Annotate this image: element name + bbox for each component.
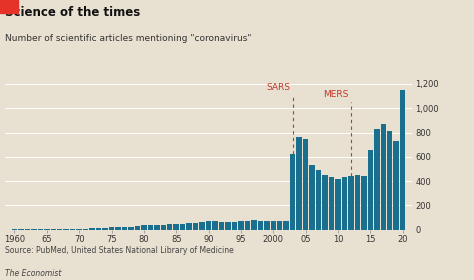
Bar (135, 226, 140, 230)
Bar (225, 222, 231, 230)
Text: Science of the times: Science of the times (5, 6, 140, 18)
Bar (83, 229, 88, 230)
Bar (251, 220, 256, 230)
Bar (76, 229, 82, 230)
Bar (296, 137, 302, 230)
Bar (245, 221, 250, 230)
Text: MERS: MERS (324, 90, 349, 99)
Text: SARS: SARS (267, 83, 291, 92)
Bar (193, 223, 199, 230)
Bar (96, 228, 101, 230)
Bar (348, 176, 354, 230)
Bar (393, 141, 399, 230)
Bar (161, 225, 166, 230)
Bar (283, 221, 289, 230)
Bar (290, 154, 295, 230)
Bar (257, 221, 263, 230)
Bar (361, 176, 366, 230)
Bar (232, 222, 237, 230)
Bar (37, 229, 43, 230)
Bar (167, 224, 173, 230)
Bar (89, 228, 95, 230)
Bar (44, 229, 50, 230)
Bar (141, 225, 146, 230)
Bar (264, 221, 270, 230)
Bar (310, 165, 315, 230)
Bar (109, 227, 114, 230)
Bar (115, 227, 121, 230)
Bar (186, 223, 192, 230)
Bar (342, 178, 347, 230)
Bar (387, 131, 392, 230)
Bar (57, 229, 63, 230)
Bar (25, 229, 30, 230)
Bar (200, 222, 205, 230)
Text: The Economist: The Economist (5, 269, 61, 278)
Bar (381, 124, 386, 230)
Bar (355, 175, 360, 230)
Bar (367, 150, 373, 230)
Text: Number of scientific articles mentioning "coronavirus": Number of scientific articles mentioning… (5, 34, 251, 43)
Bar (277, 221, 283, 230)
Bar (316, 170, 321, 230)
Bar (238, 221, 244, 230)
Bar (271, 221, 276, 230)
Text: Source: PubMed, United States National Library of Medicine: Source: PubMed, United States National L… (5, 246, 234, 255)
Bar (154, 225, 160, 230)
Bar (335, 179, 341, 230)
Bar (128, 227, 134, 230)
Bar (70, 229, 75, 230)
Bar (147, 225, 153, 230)
Bar (303, 139, 309, 230)
Bar (206, 221, 211, 230)
Bar (180, 223, 185, 230)
Bar (329, 178, 334, 230)
Bar (212, 221, 218, 230)
Bar (219, 222, 224, 230)
Bar (64, 229, 69, 230)
Bar (51, 229, 56, 230)
Bar (374, 129, 380, 230)
Bar (400, 90, 405, 230)
Bar (102, 228, 108, 230)
Bar (322, 175, 328, 230)
Bar (122, 227, 127, 230)
Bar (173, 224, 179, 230)
